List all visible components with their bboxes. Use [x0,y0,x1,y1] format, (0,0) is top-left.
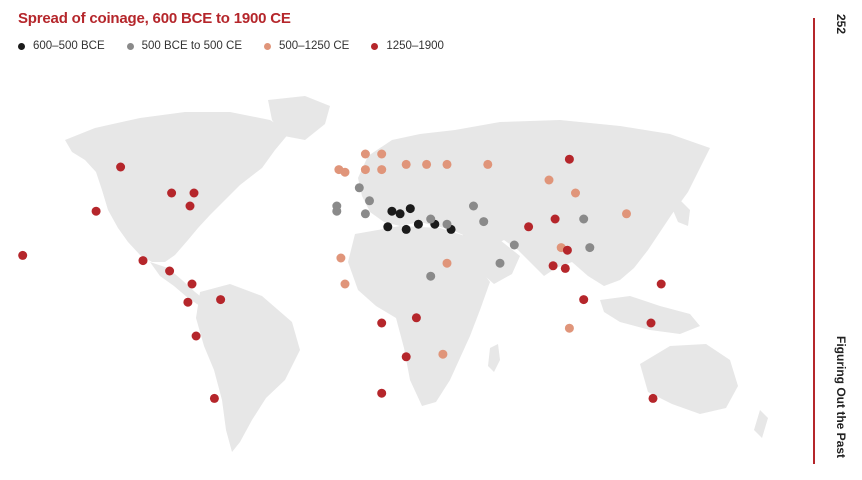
legend-dot-period-1 [18,42,25,50]
coinage-point-tibet [524,222,534,232]
coinage-point-iran [442,219,452,229]
coinage-point-carthage [360,209,370,219]
coinage-point-afghanistan [479,217,489,227]
legend-dot-period-3 [264,42,271,50]
legend-item-600-500-bce: 600–500 BCE [18,40,105,52]
coinage-point-guangdong [562,245,572,255]
coinage-point-great-lakes [167,188,177,198]
coinage-point-poland [377,165,387,175]
legend-item-1250-1900: 1250–1900 [371,40,444,52]
new-zealand-land [754,410,768,438]
coinage-point-ecuador [183,297,193,307]
coinage-point-gulf-of-guinea [340,279,350,289]
coinage-point-sichuan [550,214,560,224]
japan-land [672,196,690,226]
coinage-point-siberia [483,159,493,169]
coinage-point-alps [354,183,364,193]
coinage-point-colombia [187,279,197,289]
coinage-point-germany [360,165,370,175]
coinage-point-east-africa [411,313,421,323]
legend-label-period-2: 500 BCE to 500 CE [141,40,242,52]
coinage-point-deccan [495,258,505,268]
coinage-point-java [564,323,574,333]
coinage-point-russia [401,159,411,169]
coinage-point-siberia-east [564,154,574,164]
running-head: Figuring Out the Past [834,336,848,458]
coinage-point-cuba [165,266,175,276]
north-america-land [65,112,290,262]
coinage-point-southern-africa [401,352,411,362]
coinage-point-cape [377,388,387,398]
arabia-land [462,232,520,284]
coinage-point-australia [648,393,658,403]
page-number: 252 [834,14,848,35]
coinage-point-syria [426,214,436,224]
coinage-point-italy [365,196,374,206]
coinage-point-hawaii [18,250,28,260]
coinage-point-japan [622,209,631,219]
legend-dot-period-2 [126,42,134,50]
coinage-point-congo [377,318,387,328]
coinage-point-western-canada [116,162,126,172]
coinage-point-oman [442,258,452,268]
coinage-point-manchuria [571,188,580,198]
coinage-point-egypt [401,224,411,234]
coinage-point-mexico [138,256,148,266]
world-map [18,96,768,452]
legend-item-500-bce-to-500-ce: 500 BCE to 500 CE [126,40,242,52]
coinage-points [18,149,666,403]
coinage-point-central-asia [469,201,478,211]
coinage-point-vietnam [548,261,558,271]
coinage-point-peru [191,331,201,341]
coinage-point-new-england [185,201,195,211]
legend-item-500-1250-ce: 500–1250 CE [264,40,349,52]
legend-label-period-3: 500–1250 CE [279,40,350,52]
coinage-point-sweden [377,149,387,159]
coinage-point-california [91,206,101,216]
coinage-point-greece [387,206,397,216]
coinage-point-new-guinea [646,318,656,328]
coinage-point-south-china [585,243,595,253]
coinage-point-aksum [426,271,436,281]
coinage-point-levant [413,219,423,229]
coinage-point-volga [422,159,432,169]
coinage-point-scandinavia [360,149,370,159]
side-rule [813,18,815,464]
coinage-point-west-africa [336,253,346,263]
coinage-point-aegean [395,209,405,219]
legend-dot-period-4 [371,42,379,50]
coinage-point-malaya [579,295,589,305]
coinage-point-indochina [560,263,570,273]
coinage-point-north-china [579,214,589,224]
coinage-point-anatolia [405,204,415,214]
central-america-land [150,262,205,306]
legend: 600–500 BCE 500 BCE to 500 CE 500–1250 C… [18,40,444,52]
coinage-point-madagascar [438,349,448,359]
coinage-point-argentina [209,393,219,403]
coinage-point-urals [442,159,452,169]
legend-label-period-4: 1250–1900 [386,40,444,52]
southeast-asia-islands-land [600,296,700,334]
coinage-point-india [509,240,519,250]
south-america-land [196,284,300,452]
coinage-point-spain [332,206,342,216]
greenland-land [268,96,330,140]
coinage-point-mongolia [544,175,554,185]
legend-label-period-1: 600–500 BCE [33,40,105,52]
coinage-point-ireland [340,167,350,177]
coinage-point-quebec [189,188,199,198]
madagascar-land [488,344,500,372]
australia-land [640,344,738,414]
map-title: Spread of coinage, 600 BCE to 1900 CE [18,10,291,27]
coinage-point-libya [383,222,393,232]
coinage-point-venezuela [216,295,226,305]
coinage-point-pacific [656,279,666,289]
